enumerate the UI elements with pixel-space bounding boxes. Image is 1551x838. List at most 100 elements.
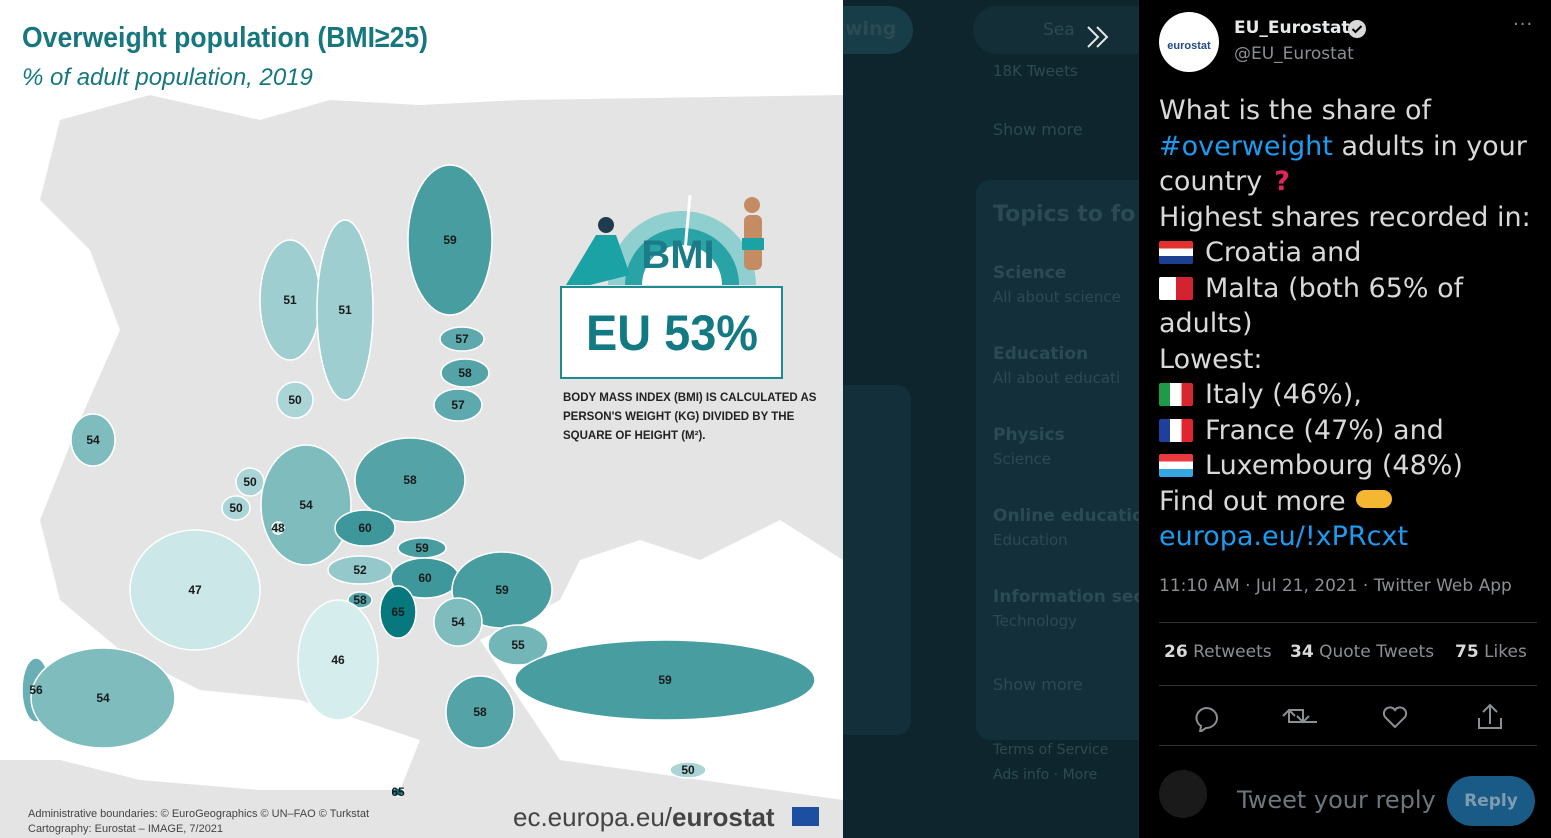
eu-average: EU 53% (586, 305, 758, 361)
country-value-label: 54 (86, 433, 100, 447)
credit: Cartography: Eurostat – IMAGE, 7/2021 (28, 823, 223, 835)
stat-count: 34 (1290, 642, 1314, 662)
country-value-label: 52 (353, 563, 367, 577)
dimmed-background: wing Sea 18K Tweets Show more Topics to … (843, 0, 1139, 838)
country-region (379, 585, 417, 639)
country-region (439, 326, 485, 352)
share-icon[interactable] (1478, 703, 1502, 729)
country-region (221, 495, 251, 521)
tweet-line: Luxembourg (48%) (1159, 448, 1531, 484)
footer-link: Terms of Service (993, 742, 1109, 758)
tweet-text-part: Malta (both 65% of (1205, 272, 1464, 304)
eu-average-box (560, 286, 783, 379)
note-line: BODY MASS INDEX (BMI) IS CALCULATED AS (563, 392, 817, 404)
country-value-label: 51 (338, 303, 352, 317)
tweet-text-part: adults in your (1332, 130, 1527, 162)
country-region (445, 675, 515, 749)
stat-label: Likes (1484, 642, 1527, 662)
topic-name[interactable]: Science (993, 263, 1067, 283)
stat[interactable]: 26 Retweets (1164, 642, 1272, 662)
avatar[interactable] (1159, 12, 1219, 72)
topic-subtitle: Education (993, 531, 1068, 549)
country-value-label: 59 (443, 233, 457, 247)
topic-subtitle: Science (993, 450, 1052, 468)
hashtag[interactable]: #overweight (1159, 130, 1333, 162)
flag-italy (1159, 383, 1193, 406)
tweet-line: country? (1159, 164, 1531, 200)
reply-icon[interactable] (1195, 706, 1218, 732)
stat[interactable]: 75 Likes (1455, 642, 1527, 662)
country-value-label: 55 (511, 638, 525, 652)
pointing-emoji (1355, 489, 1392, 508)
topic-name[interactable]: Education (993, 344, 1089, 364)
like-icon[interactable] (1382, 706, 1408, 729)
retweet-icon[interactable] (1282, 708, 1317, 724)
follow-button-text: wing (845, 18, 897, 40)
country-region (433, 597, 483, 647)
question-emoji: ? (1274, 166, 1290, 197)
collapse-icon[interactable] (1083, 22, 1113, 52)
tweet-line: #overweight adults in your (1159, 129, 1531, 165)
tweet-line: What is the share of (1159, 95, 1432, 126)
topic-subtitle: All about science (993, 288, 1121, 306)
country-value-label: 50 (681, 763, 695, 777)
country-value-label: 47 (188, 583, 202, 597)
note-line: PERSON'S WEIGHT (KG) DIVIDED BY THE (563, 411, 795, 423)
verified-badge (1348, 20, 1366, 38)
trend-count: 18K Tweets (993, 62, 1078, 80)
country-region (354, 437, 466, 523)
show-more: Show more (993, 120, 1083, 139)
reply-button[interactable]: Reply (1447, 776, 1535, 826)
section-title: Topics to fo (993, 202, 1136, 227)
topic-name[interactable]: Information secu (993, 587, 1139, 607)
country-value-label: 48 (271, 521, 285, 535)
separator (1159, 622, 1537, 623)
tweet-text-part: country (1159, 166, 1263, 197)
tweet-link[interactable]: europa.eu/!xPRcxt (1159, 521, 1409, 552)
tweet-text-part: Find out more (1159, 485, 1346, 517)
country-region (487, 624, 549, 666)
stat-count: 75 (1455, 642, 1479, 662)
stat-label: Retweets (1193, 642, 1272, 662)
stat-count: 26 (1164, 642, 1188, 662)
country-region (297, 599, 379, 721)
country-region (327, 555, 393, 585)
author-name[interactable]: EU_Eurostat (1234, 18, 1350, 38)
author-handle[interactable]: @EU_Eurostat (1234, 44, 1354, 64)
country-value-label: 57 (455, 332, 469, 346)
tweet-line: Find out more (1159, 484, 1531, 520)
topic-name[interactable]: Physics (993, 425, 1065, 445)
separator (1159, 745, 1537, 746)
tweet-text-part: Croatia and (1205, 237, 1362, 268)
country-region (129, 529, 261, 651)
tweet-line: adults) (1159, 308, 1253, 339)
bmi-illustration (566, 194, 764, 286)
topic-subtitle: Technology (993, 612, 1078, 630)
tweet-text-part: France (47%) and (1205, 414, 1444, 446)
country-region (30, 647, 176, 749)
country-region (271, 521, 285, 535)
country-value-label: 50 (288, 393, 302, 407)
country-region (514, 639, 816, 721)
show-more: Show more (993, 675, 1083, 694)
country-value-label: 58 (458, 366, 472, 380)
stat[interactable]: 34 Quote Tweets (1290, 642, 1434, 662)
tweet-panel: eurostat EU_Eurostat @EU_Eurostat ··· Wh… (1139, 0, 1551, 838)
country-region (334, 509, 396, 547)
flag-croatia (1159, 241, 1193, 264)
action-bar (1195, 703, 1502, 732)
country-region (669, 761, 707, 779)
reply-input[interactable]: Tweet your reply (1237, 786, 1436, 814)
more-menu[interactable]: ··· (1513, 14, 1534, 35)
tweet-line: Lowest: (1159, 343, 1263, 375)
map-title: Overweight population (BMI≥25) (22, 22, 428, 54)
topic-name[interactable]: Online education (993, 506, 1139, 526)
search-box (973, 6, 1139, 54)
footer-link: Ads info · More (993, 767, 1098, 783)
tweet-line: Malta (both 65% of (1159, 271, 1531, 307)
tweet-meta: 11:10 AM · Jul 21, 2021 · Twitter Web Ap… (1159, 576, 1512, 596)
media-card (843, 385, 911, 735)
country-value-label: 57 (451, 398, 465, 412)
tweet-line: Italy (46%), (1159, 377, 1531, 413)
